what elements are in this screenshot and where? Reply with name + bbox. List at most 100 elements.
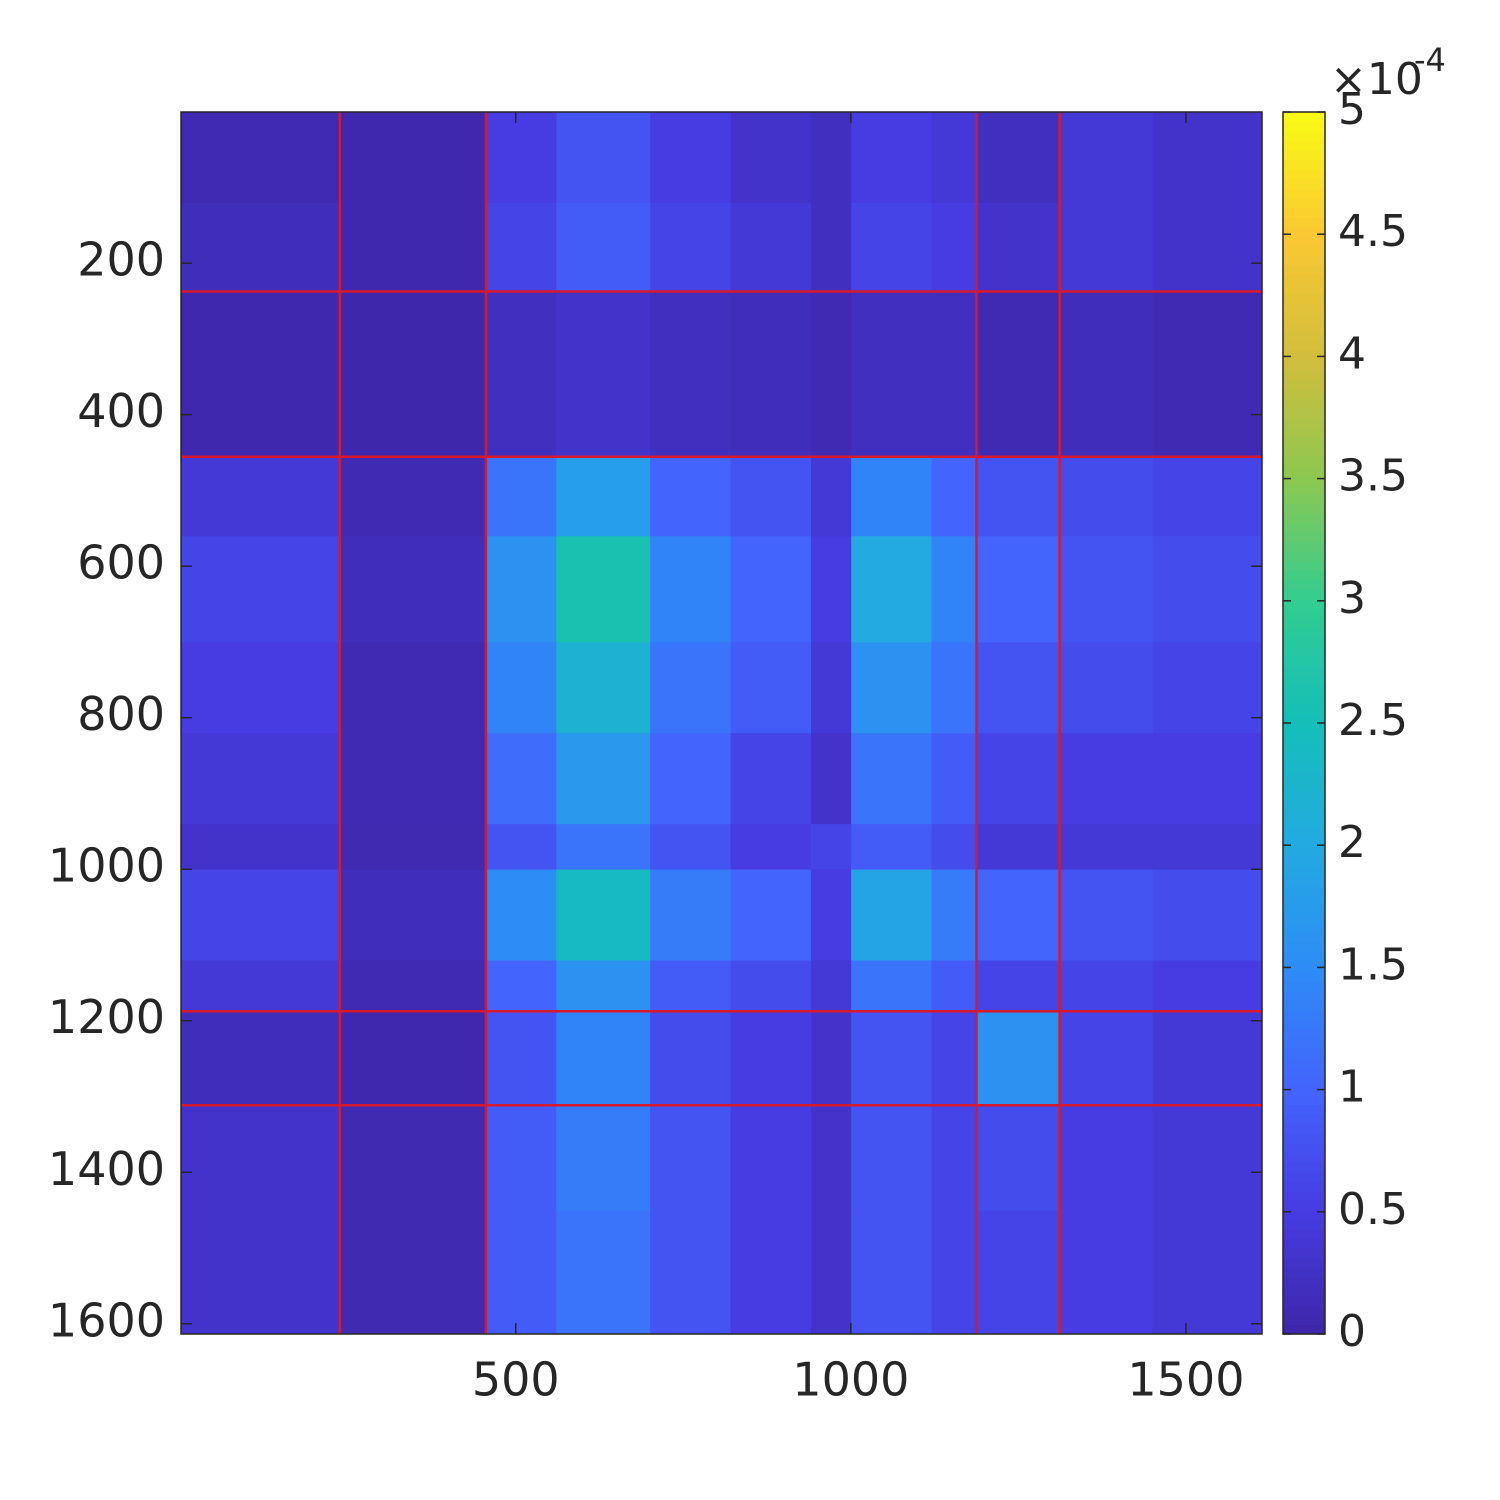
colorbar-segment [1283,245,1325,256]
heatmap-cell [851,733,933,825]
heatmap-cell [810,869,852,962]
heatmap-cell [556,202,651,293]
heatmap-cell [851,456,933,537]
colorbar-segment [1283,1286,1325,1297]
heatmap-cell [976,1210,1061,1335]
colorbar-segment [1283,732,1325,743]
colorbar-segment [1283,818,1325,829]
colorbar-segment [1283,656,1325,667]
heatmap-cell [1152,869,1263,962]
heatmap-cell [931,456,978,537]
colorbar-segment [1283,1028,1325,1039]
heatmap-cell [851,536,933,643]
colorbar-segment [1283,169,1325,180]
colorbar-segment [1283,484,1325,495]
colorbar-segment [1283,1324,1325,1335]
colorbar-segment [1283,1018,1325,1030]
heatmap-cell [976,202,1061,293]
colorbar-segment [1283,961,1325,972]
heatmap-cell [485,960,557,1012]
heatmap-cell [339,733,487,825]
heatmap-cell [181,456,262,537]
heatmap-cell [1152,202,1263,293]
heatmap-cell [1152,642,1263,734]
colorbar-segment [1283,1133,1325,1144]
colorbar-segment [1283,341,1325,352]
heatmap-cell [650,869,732,962]
heatmap-cell [485,536,557,643]
colorbar-segment [1283,617,1325,629]
colorbar-segment [1283,770,1325,781]
heatmap-cell [1059,291,1154,458]
heatmap-cell [931,112,978,204]
colorbar-segment [1283,703,1325,715]
colorbar-segment [1283,1295,1325,1306]
colorbar-segment [1283,694,1325,705]
heatmap-cell [339,960,487,1012]
colorbar-segment [1283,131,1325,142]
colorbar-segment [1283,407,1325,419]
heatmap-cell [650,291,732,458]
heatmap-cell [730,1210,812,1335]
heatmap-cell [1152,291,1263,458]
colorbar-segment [1283,742,1325,753]
y-tick-label: 600 [77,536,165,590]
heatmap-cell [810,456,852,537]
heatmap-cell [556,824,651,871]
heatmap-cell [261,642,341,734]
heatmap-cell [1059,733,1154,825]
heatmap-cell [1059,642,1154,734]
colorbar-segment [1283,446,1325,457]
colorbar-segment [1283,1057,1325,1068]
colorbar-segment [1283,1009,1325,1020]
heatmap-cell [810,960,852,1012]
colorbar-segment [1283,589,1325,600]
heatmap-cell [261,1105,341,1212]
colorbar-tick-label: 3 [1338,573,1366,624]
heatmap-cell [810,1105,852,1212]
heatmap-cell [810,1210,852,1335]
heatmap-cell [851,824,933,871]
heatmap-cell [730,1105,812,1212]
colorbar-segment [1283,1162,1325,1173]
colorbar-segment [1283,331,1325,342]
colorbar-segment [1283,847,1325,858]
heatmap-cell [730,456,812,537]
colorbar-segment [1283,197,1325,209]
heatmap-cell [730,960,812,1012]
colorbar-segment [1283,990,1325,1001]
colorbar-segment [1283,350,1325,361]
heatmap-cell [1059,202,1154,293]
colorbar-segment [1283,503,1325,514]
colorbar-segment [1283,551,1325,562]
colorbar-tick-label: 1.5 [1338,939,1408,990]
colorbar-segment [1283,1114,1325,1125]
heatmap-cell [556,1210,651,1335]
colorbar-segment [1283,493,1325,505]
heatmap-cell [931,1105,978,1212]
colorbar-segment [1283,1152,1325,1163]
heatmap-cell [730,112,812,204]
colorbar-tick-label: 1 [1338,1062,1366,1113]
colorbar-segment [1283,188,1325,199]
heatmap-cell [1152,1011,1263,1106]
colorbar-segment [1283,264,1325,275]
colorbar-segment [1283,837,1325,848]
heatmap-cell [339,1210,487,1335]
colorbar-segment [1283,360,1325,371]
heatmap-cell [730,1011,812,1106]
colorbar-segment [1283,799,1325,810]
heatmap-cell [851,1210,933,1335]
colorbar-segment [1283,1305,1325,1316]
heatmap-cell [851,291,933,458]
heatmap-cell [730,824,812,871]
heatmap-cell [485,1210,557,1335]
colorbar-segment [1283,980,1325,991]
heatmap-cell [261,202,341,293]
colorbar-segment [1283,1228,1325,1240]
heatmap-cell [261,456,341,537]
colorbar-segment [1283,913,1325,925]
heatmap-cell [556,456,651,537]
heatmap-cell [556,112,651,204]
heatmap-cell [485,202,557,293]
